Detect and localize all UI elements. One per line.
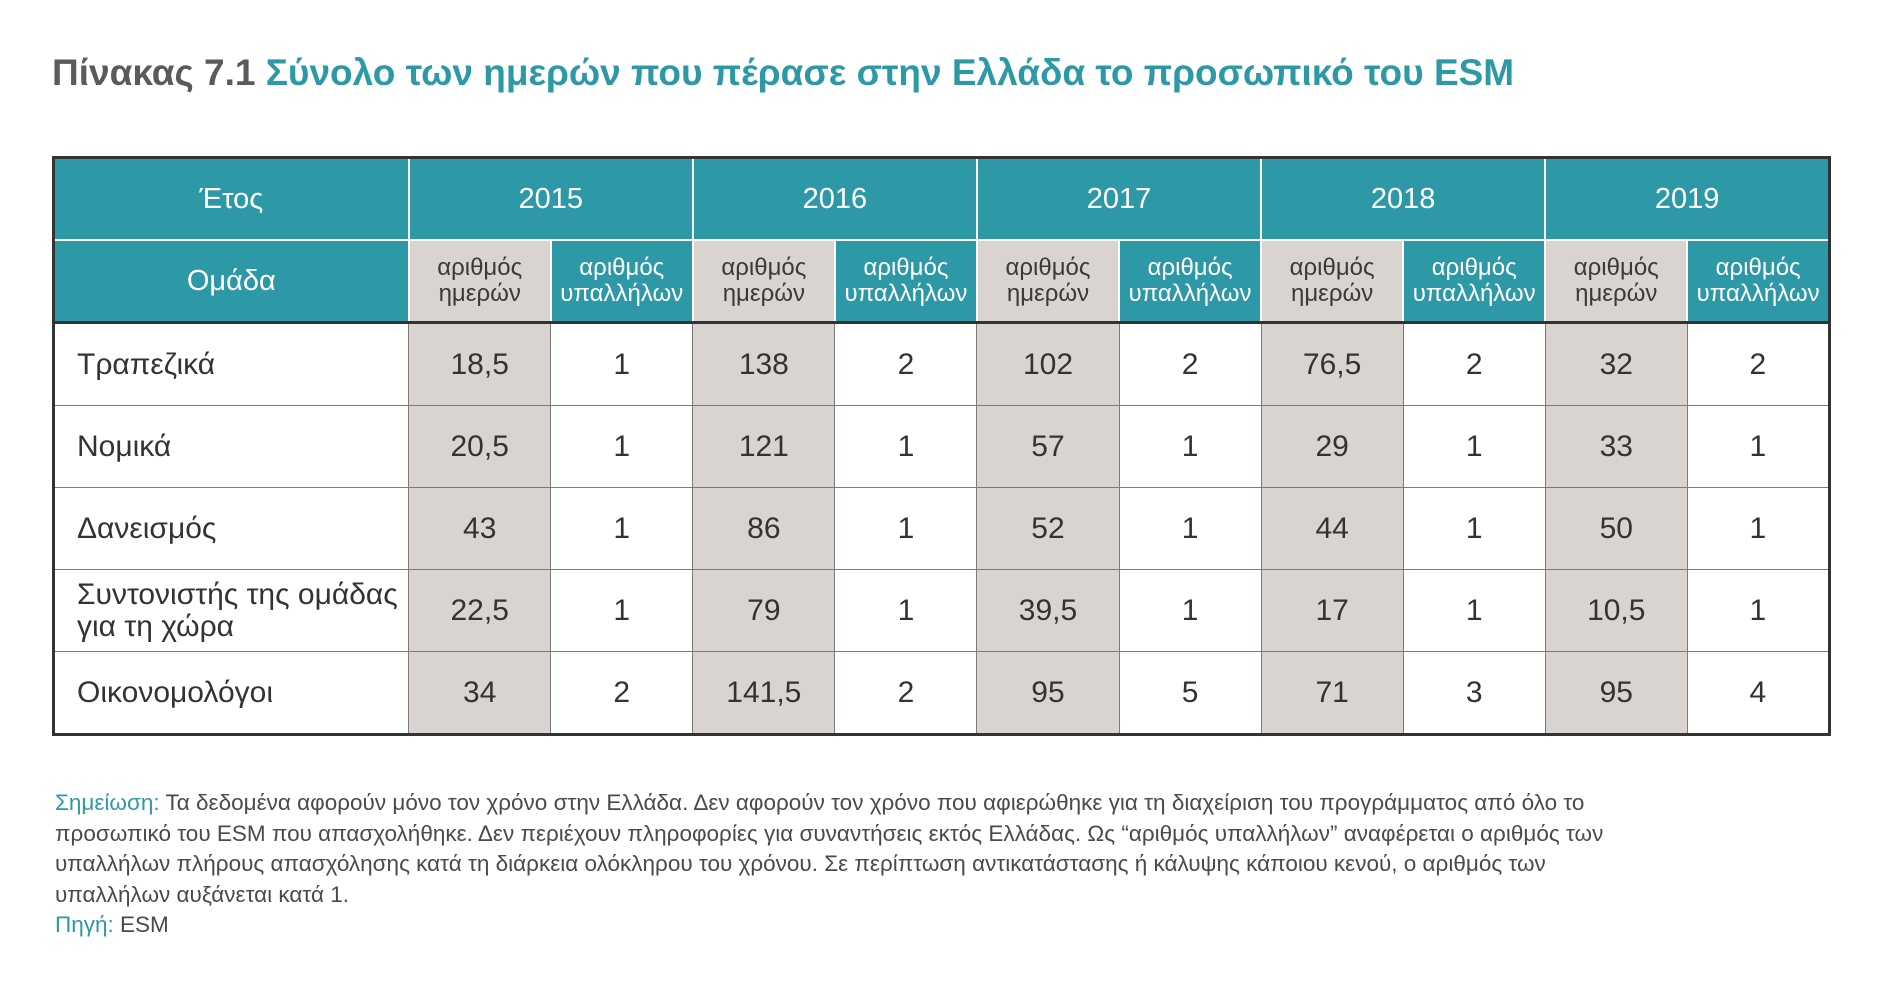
days-cell: 50 <box>1544 487 1688 570</box>
days-cell: 22,5 <box>408 569 552 652</box>
days-cell: 138 <box>692 321 836 406</box>
group-header-row: Ομάδα αριθμός ημερών αριθμός υπαλλήλων α… <box>52 239 1831 324</box>
employees-cell: 1 <box>1686 487 1831 570</box>
days-subheader: αριθμός ημερών <box>407 239 552 324</box>
employees-cell: 1 <box>834 487 978 570</box>
days-cell: 86 <box>692 487 836 570</box>
days-cell: 121 <box>692 405 836 488</box>
table-title-text: Σύνολο των ημερών που πέρασε στην Ελλάδα… <box>265 52 1515 93</box>
note-text: Τα δεδομένα αφορούν μόνο τον χρόνο στην … <box>55 790 1604 907</box>
year-header-2015: 2015 <box>407 156 694 241</box>
employees-subheader: αριθμός υπαλλήλων <box>549 239 694 324</box>
days-cell: 43 <box>408 487 552 570</box>
employees-subheader: αριθμός υπαλλήλων <box>1118 239 1263 324</box>
employees-cell: 2 <box>1118 321 1262 406</box>
row-label: Οικονομολόγοι <box>52 651 410 735</box>
table-row: Συντονιστής της ομάδας για τη χώρα 22,5 … <box>52 569 1831 652</box>
days-subheader: αριθμός ημερών <box>1544 239 1689 324</box>
days-cell: 20,5 <box>408 405 552 488</box>
employees-cell: 1 <box>1118 487 1262 570</box>
employees-cell: 1 <box>550 569 694 652</box>
days-cell: 29 <box>1260 405 1404 488</box>
employees-cell: 1 <box>550 405 694 488</box>
year-header-row: Έτος 2015 2016 2017 2018 2019 <box>52 156 1831 241</box>
year-header-label: Έτος <box>52 156 410 241</box>
year-header-2016: 2016 <box>691 156 978 241</box>
employees-cell: 5 <box>1118 651 1262 735</box>
days-cell: 10,5 <box>1544 569 1688 652</box>
days-subheader: αριθμός ημερών <box>975 239 1121 324</box>
table-row: Νομικά 20,5 1 121 1 57 1 29 1 33 1 <box>52 405 1831 488</box>
employees-cell: 1 <box>1118 405 1262 488</box>
table-row: Δανεισμός 43 1 86 1 52 1 44 1 50 1 <box>52 487 1831 570</box>
employees-cell: 1 <box>834 569 978 652</box>
employees-cell: 2 <box>550 651 694 735</box>
page-title: Πίνακας 7.1 Σύνολο των ημερών που πέρασε… <box>52 52 1514 94</box>
days-cell: 141,5 <box>692 651 836 735</box>
employees-cell: 1 <box>1402 405 1546 488</box>
table-number: Πίνακας 7.1 <box>52 52 256 93</box>
employees-cell: 2 <box>834 321 978 406</box>
employees-cell: 2 <box>1402 321 1546 406</box>
employees-cell: 1 <box>1686 569 1831 652</box>
days-cell: 39,5 <box>976 569 1120 652</box>
note-paragraph: Σημείωση: Τα δεδομένα αφορούν μόνο τον χ… <box>55 788 1615 910</box>
table-notes: Σημείωση: Τα δεδομένα αφορούν μόνο τον χ… <box>55 788 1615 941</box>
days-cell: 17 <box>1260 569 1404 652</box>
days-cell: 76,5 <box>1260 321 1404 406</box>
employees-cell: 1 <box>1402 569 1546 652</box>
employees-cell: 2 <box>1686 321 1831 406</box>
year-header-2019: 2019 <box>1544 156 1831 241</box>
days-cell: 33 <box>1544 405 1688 488</box>
employees-cell: 1 <box>1402 487 1546 570</box>
employees-cell: 3 <box>1402 651 1546 735</box>
employees-cell: 1 <box>550 487 694 570</box>
days-cell: 18,5 <box>408 321 552 406</box>
days-cell: 34 <box>408 651 552 735</box>
days-cell: 44 <box>1260 487 1404 570</box>
year-header-2017: 2017 <box>975 156 1263 241</box>
table-row: Τραπεζικά 18,5 1 138 2 102 2 76,5 2 32 2 <box>52 321 1831 406</box>
days-table: Έτος 2015 2016 2017 2018 2019 Ομάδα αριθ… <box>52 156 1831 736</box>
employees-cell: 1 <box>834 405 978 488</box>
table-row: Οικονομολόγοι 34 2 141,5 2 95 5 71 3 95 … <box>52 651 1831 735</box>
source-paragraph: Πηγή: ESM <box>55 910 1615 941</box>
days-cell: 32 <box>1544 321 1688 406</box>
days-cell: 57 <box>976 405 1120 488</box>
row-label: Τραπεζικά <box>52 321 410 406</box>
employees-cell: 4 <box>1686 651 1831 735</box>
group-header-label: Ομάδα <box>52 239 410 324</box>
employees-subheader: αριθμός υπαλλήλων <box>833 239 978 324</box>
note-label: Σημείωση: <box>55 790 160 815</box>
year-header-2018: 2018 <box>1260 156 1547 241</box>
days-cell: 79 <box>692 569 836 652</box>
employees-cell: 2 <box>834 651 978 735</box>
row-label: Συντονιστής της ομάδας για τη χώρα <box>52 569 410 652</box>
days-cell: 95 <box>1544 651 1688 735</box>
days-cell: 102 <box>976 321 1120 406</box>
employees-cell: 1 <box>1686 405 1831 488</box>
employees-subheader: αριθμός υπαλλήλων <box>1686 239 1831 324</box>
source-text: ESM <box>120 912 169 937</box>
employees-cell: 1 <box>550 321 694 406</box>
days-cell: 95 <box>976 651 1120 735</box>
days-cell: 71 <box>1260 651 1404 735</box>
days-cell: 52 <box>976 487 1120 570</box>
employees-subheader: αριθμός υπαλλήλων <box>1402 239 1547 324</box>
employees-cell: 1 <box>1118 569 1262 652</box>
source-label: Πηγή: <box>55 912 114 937</box>
days-subheader: αριθμός ημερών <box>1260 239 1405 324</box>
row-label: Νομικά <box>52 405 410 488</box>
row-label: Δανεισμός <box>52 487 410 570</box>
days-subheader: αριθμός ημερών <box>691 239 836 324</box>
